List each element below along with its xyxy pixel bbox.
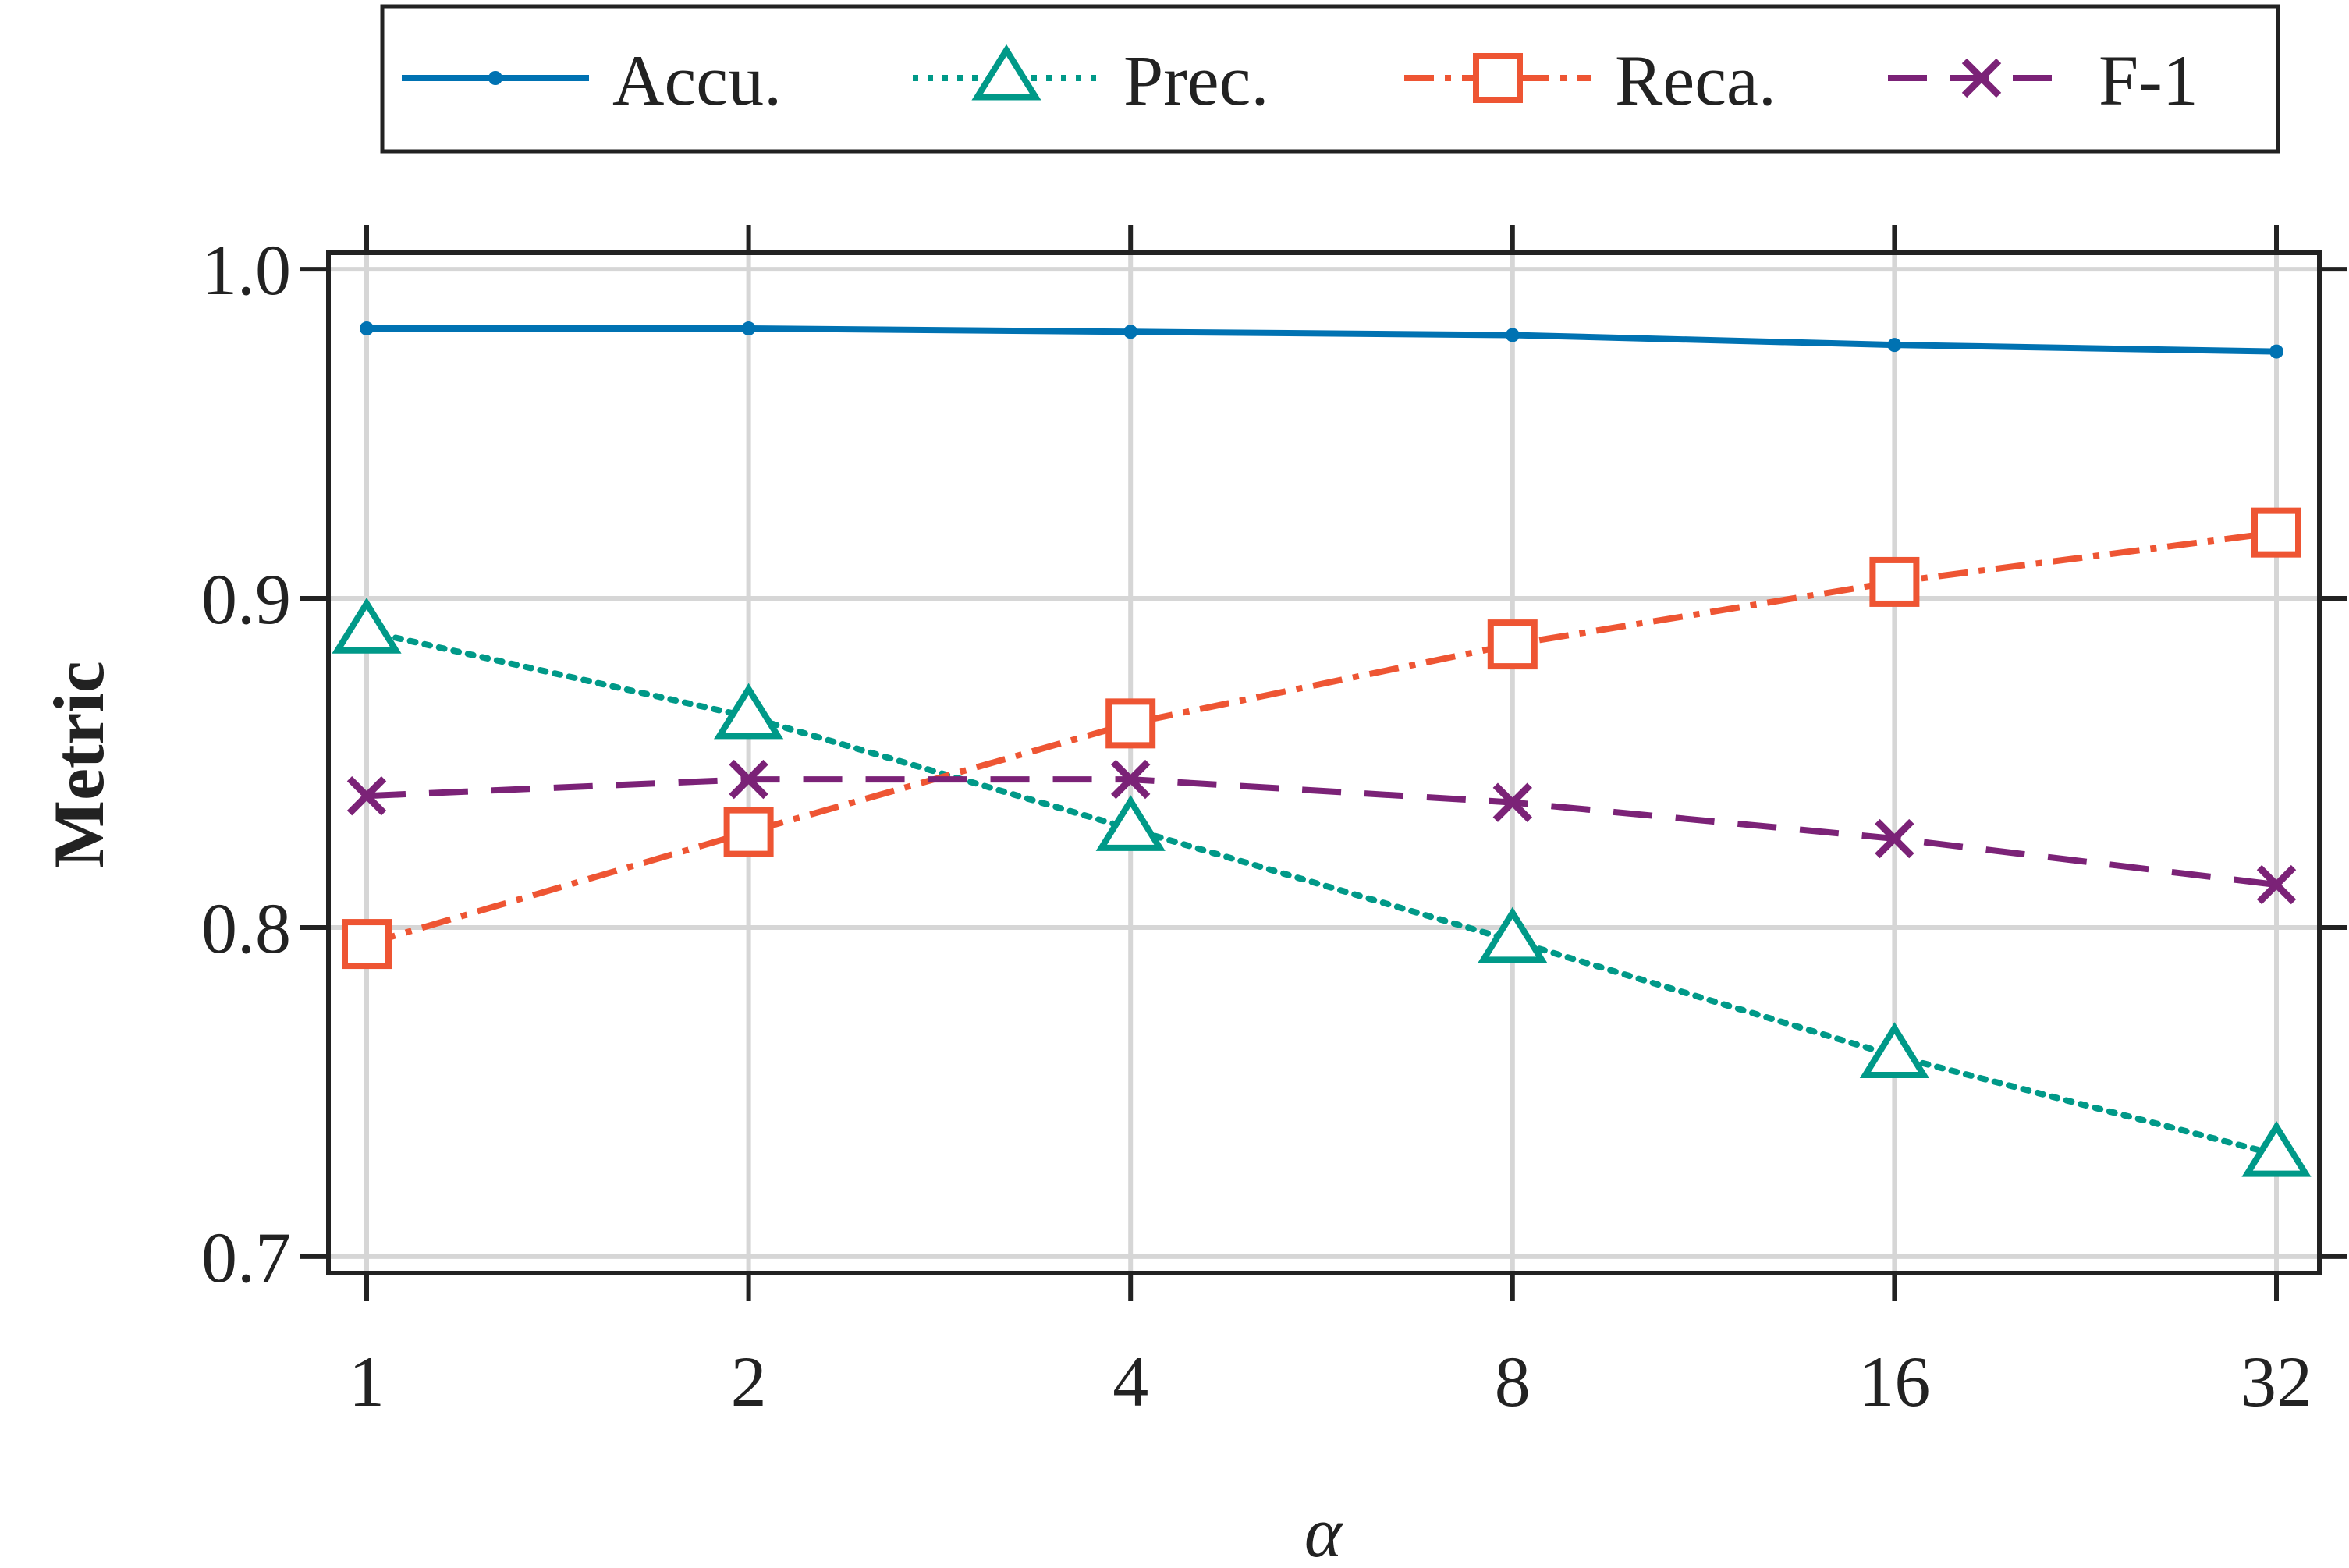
legend-marker [971, 44, 1041, 101]
series-point [1487, 619, 1538, 670]
legend-marker [488, 71, 502, 85]
series-line [366, 776, 2277, 889]
series-point [1492, 782, 1532, 822]
legend-label: Accu. [612, 41, 782, 120]
series-point [723, 807, 774, 857]
series-line [367, 325, 2277, 355]
x-tick-label: 4 [1112, 1342, 1148, 1421]
legend-marker [1961, 58, 2002, 98]
y-tick-label: 0.8 [201, 889, 291, 968]
plot-frame [326, 250, 2322, 1275]
series-prec [332, 597, 2312, 1177]
x-tick-label: 16 [1858, 1342, 1930, 1421]
y-axis-label: Metric [39, 661, 119, 868]
x-tick-label: 8 [1495, 1342, 1531, 1421]
axis-ticks [300, 225, 2347, 1301]
series-point [1095, 795, 1166, 851]
legend-label: Prec. [1123, 41, 1269, 120]
series-layer [332, 321, 2312, 1177]
series-point [1875, 818, 1914, 859]
series-point [2256, 864, 2297, 905]
series-accu [360, 321, 2283, 359]
series-point [2251, 507, 2301, 558]
series-point [2241, 1120, 2312, 1177]
legend-entry: Accu. [402, 41, 782, 120]
series-line [365, 529, 2277, 947]
series-reca [342, 507, 2301, 970]
x-tick-label: 32 [2241, 1342, 2312, 1421]
series-point [346, 776, 387, 816]
legend-entry: Reca. [1404, 41, 1776, 120]
series-point [714, 683, 784, 740]
series-point [1123, 325, 1138, 339]
series-point [2269, 344, 2283, 359]
series-point [1478, 906, 1548, 963]
x-axis-label: α [1304, 1492, 1343, 1568]
series-point [342, 919, 392, 970]
series-line [364, 628, 2280, 1158]
series-point [360, 321, 374, 336]
series-point [1859, 1022, 1929, 1079]
series-point [1869, 556, 1920, 607]
legend: Accu. Prec. Reca. F-1 [380, 4, 2280, 154]
series-point [1111, 759, 1151, 800]
series-point [1105, 698, 1156, 749]
y-tick-label: 0.7 [201, 1218, 291, 1297]
y-tick-label: 0.9 [201, 559, 291, 639]
legend-marker [1473, 53, 1523, 103]
tick-labels: 1 2 4 8 16 32 0.7 0.8 0.9 1.0 [201, 230, 2312, 1421]
legend-entry: F-1 [1888, 41, 2198, 120]
legend-label: F-1 [2099, 41, 2198, 120]
x-tick-label: 1 [349, 1342, 385, 1421]
series-point [332, 597, 402, 654]
legend-label: Reca. [1615, 41, 1776, 120]
series-point [741, 321, 756, 336]
series-point [729, 759, 768, 800]
series-f-1 [346, 759, 2297, 905]
y-tick-label: 1.0 [201, 230, 291, 310]
series-point [1887, 338, 1902, 353]
legend-entry: Prec. [913, 41, 1269, 120]
series-point [1505, 328, 1520, 342]
x-tick-label: 2 [731, 1342, 767, 1421]
grid-lines [328, 253, 2319, 1273]
